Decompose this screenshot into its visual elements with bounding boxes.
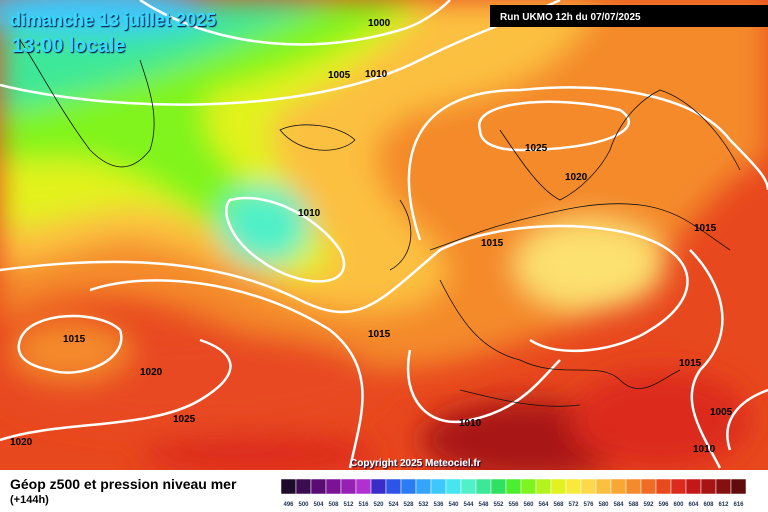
isobar-label: 1015 [63,334,86,345]
scale-label: 544 [463,502,474,508]
scale-swatch [565,478,582,495]
scale-label: 540 [448,502,459,508]
coastlines [19,39,741,407]
isobar-label: 1020 [10,437,33,448]
footer-title: Géop z500 et pression niveau mer [10,476,237,492]
scale-label: 600 [673,502,684,508]
scale-label: 608 [703,502,714,508]
scale-swatch [670,478,687,495]
scale-swatch [505,478,522,495]
scale-swatch [520,478,537,495]
scale-swatch [655,478,672,495]
run-box [490,5,768,27]
scale-label: 580 [598,502,609,508]
scale-label: 532 [418,502,429,508]
isobar-labels: 1000 1005 1010 1025 1020 1010 1015 1015 1015 1015… [10,18,733,455]
scale-label: 520 [373,502,384,508]
scale-swatch [355,478,372,495]
scale-label: 524 [388,502,399,508]
isobar-label: 1010 [693,444,716,455]
scale-label: 556 [508,502,519,508]
scale-label: 576 [583,502,594,508]
scale-label: 596 [658,502,669,508]
isobar-label: 1000 [368,18,391,29]
scale-label: 548 [478,502,489,508]
scale-swatch [325,478,342,495]
scale-swatch [445,478,462,495]
scale-swatch [310,478,327,495]
isobar-label: 1015 [368,329,391,340]
scale-label: 572 [568,502,579,508]
date: dimanche 13 juillet 2025 [10,10,216,30]
scale-swatch [535,478,552,495]
isobar-label: 1020 [565,172,588,183]
scale-swatch [280,478,297,495]
scale-label: 528 [403,502,414,508]
scale-swatch [415,478,432,495]
scale-swatch [715,478,732,495]
scale-swatch [385,478,402,495]
scale-swatch [430,478,447,495]
scale-swatch [700,478,717,495]
run-info: Run UKMO 12h du 07/07/2025 [500,12,641,23]
scale-label: 616 [733,502,744,508]
scale-label: 500 [298,502,309,508]
scale-swatch [685,478,702,495]
scale-swatch [625,478,642,495]
map-field [0,0,768,480]
scale-label: 564 [538,502,549,508]
scale-swatch [340,478,357,495]
scale-label: 512 [343,502,354,508]
color-scale: 496 500 504 508 512 516 520 524 528 532 536 540 544 5… [280,478,747,508]
isobar-label: 1015 [694,223,717,234]
scale-swatch [295,478,312,495]
scale-label: 508 [328,502,339,508]
isobar-label: 1010 [365,69,388,80]
scale-swatch [550,478,567,495]
scale-label: 552 [493,502,504,508]
scale-label: 496 [283,502,294,508]
isobar-label: 1015 [679,358,702,369]
isobar-label: 1005 [328,70,351,81]
scale-swatch [640,478,657,495]
scale-label: 536 [433,502,444,508]
scale-swatch [400,478,417,495]
scale-label: 504 [313,502,324,508]
time: 13:00 locale [12,35,125,57]
scale-label: 592 [643,502,654,508]
scale-swatch [370,478,387,495]
scale-swatch [475,478,492,495]
isobar-label: 1025 [525,143,548,154]
scale-label: 560 [523,502,534,508]
isobar-label: 1010 [298,208,321,219]
scale-swatch [730,478,747,495]
isobar-label: 1005 [710,407,733,418]
scale-label: 584 [613,502,624,508]
scale-swatch [595,478,612,495]
scale-label: 612 [718,502,729,508]
isobar-label: 1025 [173,414,196,425]
scale-label: 516 [358,502,369,508]
scale-swatch [610,478,627,495]
isobar-label: 1020 [140,367,163,378]
scale-label: 604 [688,502,699,508]
scale-label: 568 [553,502,564,508]
scale-label: 588 [628,502,639,508]
scale-swatch [490,478,507,495]
scale-swatch [580,478,597,495]
scale-swatch [460,478,477,495]
isobar-label: 1015 [481,238,504,249]
isobar-label: 1010 [459,418,482,429]
footer-subtitle: (+144h) [10,494,49,506]
copyright: Copyright 2025 Meteociel.fr [350,458,481,469]
